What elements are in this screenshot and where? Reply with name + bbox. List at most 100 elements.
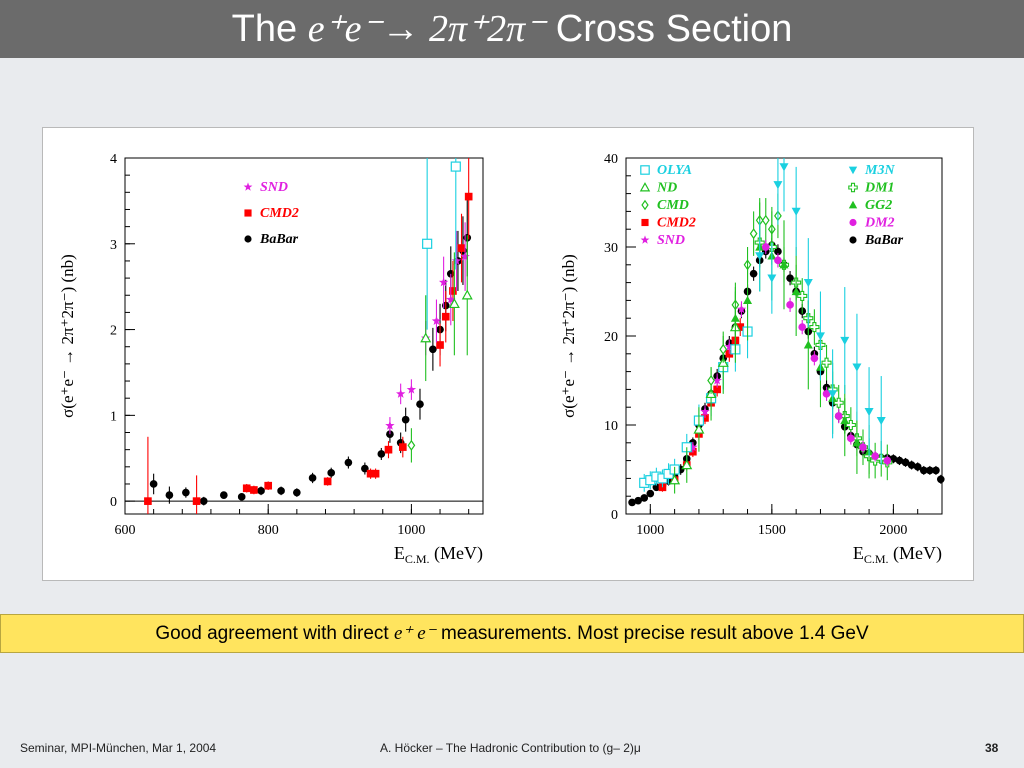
data-point — [237, 493, 246, 501]
legend-label: SND — [260, 180, 288, 195]
y-tick-label: 3 — [110, 238, 117, 253]
x-tick-label: 2000 — [879, 523, 907, 538]
data-point — [712, 375, 722, 385]
data-point — [450, 161, 461, 172]
data-point — [786, 274, 794, 282]
data-point — [700, 406, 710, 416]
legend-label: M3N — [864, 163, 895, 178]
data-point — [384, 445, 393, 454]
data-point — [646, 489, 655, 498]
data-point — [464, 192, 473, 201]
data-point — [755, 252, 765, 261]
data-point — [761, 243, 770, 251]
data-point — [767, 274, 777, 283]
legend-marker — [243, 182, 253, 191]
data-point — [834, 412, 843, 420]
legend-marker — [244, 235, 252, 243]
series-snd — [688, 301, 747, 453]
data-point — [344, 458, 353, 467]
data-point — [840, 336, 850, 345]
chart-right: 1000 1500 2000 0 10 20 30 40 EC.M. (MeV) σ(e⁺e⁻ →… — [559, 152, 945, 566]
data-point — [293, 488, 301, 497]
data-point — [907, 461, 916, 469]
legend-label: CMD — [657, 198, 689, 213]
data-point — [864, 408, 874, 417]
data-point — [398, 443, 407, 451]
legend-marker — [848, 200, 858, 209]
legend: SND CMD2 BaBar — [243, 180, 299, 247]
data-point — [779, 260, 789, 269]
page-number: 38 — [985, 741, 999, 755]
legend-marker — [849, 218, 857, 227]
x-axis-label: EC.M. (MeV) — [394, 543, 483, 566]
data-point — [736, 304, 747, 314]
note-formula: e⁺ e⁻ — [394, 623, 436, 644]
data-point — [852, 438, 862, 447]
legend-label: SND — [657, 233, 685, 248]
data-point — [371, 469, 380, 478]
data-point — [798, 323, 807, 331]
series-dm2 — [761, 239, 892, 466]
data-point — [396, 389, 406, 398]
legend-marker — [641, 199, 649, 211]
legend-marker — [639, 182, 651, 192]
legend-marker — [848, 166, 858, 175]
data-point — [451, 256, 462, 265]
y-tick-label: 1 — [110, 409, 117, 424]
data-point — [719, 343, 728, 355]
data-point — [385, 420, 395, 430]
legend-label: GG2 — [865, 198, 892, 213]
series-cmd2 — [144, 158, 473, 514]
legend-marker — [640, 165, 650, 175]
legend-marker — [641, 218, 649, 227]
data-point — [786, 301, 794, 309]
data-point — [809, 322, 820, 333]
legend-marker — [848, 182, 858, 193]
data-point — [429, 345, 437, 354]
data-point — [441, 312, 450, 321]
data-point — [366, 469, 375, 478]
plot-frame — [124, 157, 484, 515]
y-tick-label: 10 — [604, 419, 618, 434]
data-point — [913, 463, 922, 471]
legend-label: CMD2 — [260, 206, 299, 221]
data-point — [774, 256, 782, 265]
axis-ticks — [625, 157, 943, 515]
data-point — [416, 400, 424, 409]
data-point — [406, 384, 417, 394]
data-point — [749, 269, 758, 278]
data-point — [420, 332, 432, 343]
data-point — [791, 207, 801, 216]
data-point — [936, 475, 945, 484]
x-tick-label: 600 — [115, 523, 136, 538]
data-point — [377, 450, 386, 458]
data-point — [446, 294, 456, 304]
data-point — [422, 238, 433, 249]
data-point — [461, 289, 473, 300]
legend-label: DM2 — [864, 216, 895, 231]
slide-title: The e⁺e⁻→ 2π⁺2π⁻ Cross Section — [231, 8, 793, 50]
chart-left: 600 800 1000 0 1 2 3 4 EC.M. (MeV) σ(e⁺e⁻ → 2π⁺2π… — [58, 152, 484, 566]
footer-venue: Seminar, MPI-München, Mar 1, 2004 — [20, 741, 217, 755]
data-point — [277, 487, 285, 495]
legend-label: CMD2 — [657, 216, 696, 231]
y-tick-label: 30 — [604, 241, 618, 256]
y-tick-label: 4 — [110, 152, 117, 167]
data-point — [932, 466, 940, 475]
title-formula: e⁺e⁻→ 2π⁺2π⁻ — [307, 8, 546, 50]
data-point — [257, 487, 265, 495]
data-point — [901, 458, 910, 467]
data-point — [144, 497, 152, 505]
data-point — [431, 316, 442, 325]
data-point — [822, 390, 831, 398]
legend-label: ND — [656, 181, 677, 196]
data-point — [693, 423, 705, 434]
data-point — [628, 498, 636, 507]
data-point — [219, 491, 228, 499]
data-point — [652, 483, 661, 492]
y-tick-label: 20 — [604, 330, 618, 345]
data-point — [192, 497, 201, 505]
data-point — [640, 494, 649, 502]
data-point — [460, 251, 470, 261]
data-point — [779, 163, 789, 172]
